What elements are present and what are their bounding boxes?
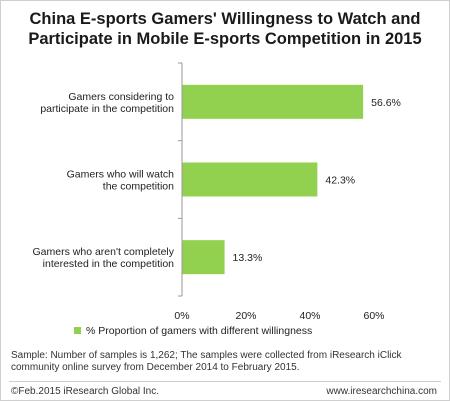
value-label-1: 42.3% xyxy=(325,175,355,187)
copyright-text: ©Feb.2015 iResearch Global Inc. xyxy=(11,386,160,397)
category-label-0-0: Gamers considering to xyxy=(68,91,174,103)
x-tick-label-1: 20% xyxy=(235,310,256,322)
category-label-1-0: Gamers who will watch xyxy=(67,169,175,181)
category-label-0-1: participate in the competition xyxy=(40,103,174,115)
footer-divider xyxy=(9,381,441,382)
x-tick-label-2: 40% xyxy=(299,310,320,322)
category-label-2-0: Gamers who aren't completely xyxy=(33,246,175,258)
chart-title-line-2: Participate in Mobile E-sports Competiti… xyxy=(28,30,422,48)
bar-2 xyxy=(182,240,225,275)
website-text: www.iresearchchina.com xyxy=(326,386,437,397)
value-label-0: 56.6% xyxy=(371,97,401,109)
bar-1 xyxy=(182,162,318,197)
value-label-2: 13.3% xyxy=(233,252,263,264)
x-tick-label-3: 60% xyxy=(363,310,384,322)
legend-swatch xyxy=(74,327,81,334)
bar-0 xyxy=(182,84,364,119)
sample-note: Sample: Number of samples is 1,262; The … xyxy=(11,350,402,373)
legend-label: % Proportion of gamers with different wi… xyxy=(86,325,312,337)
chart-title-line-1: China E-sports Gamers' Willingness to Wa… xyxy=(29,10,421,28)
chart-title: China E-sports Gamers' Willingness to Wa… xyxy=(1,9,449,49)
category-label-2-1: interested in the competition xyxy=(43,258,174,270)
x-tick-label-0: 0% xyxy=(174,310,189,322)
category-label-1-1: the competition xyxy=(103,181,174,193)
